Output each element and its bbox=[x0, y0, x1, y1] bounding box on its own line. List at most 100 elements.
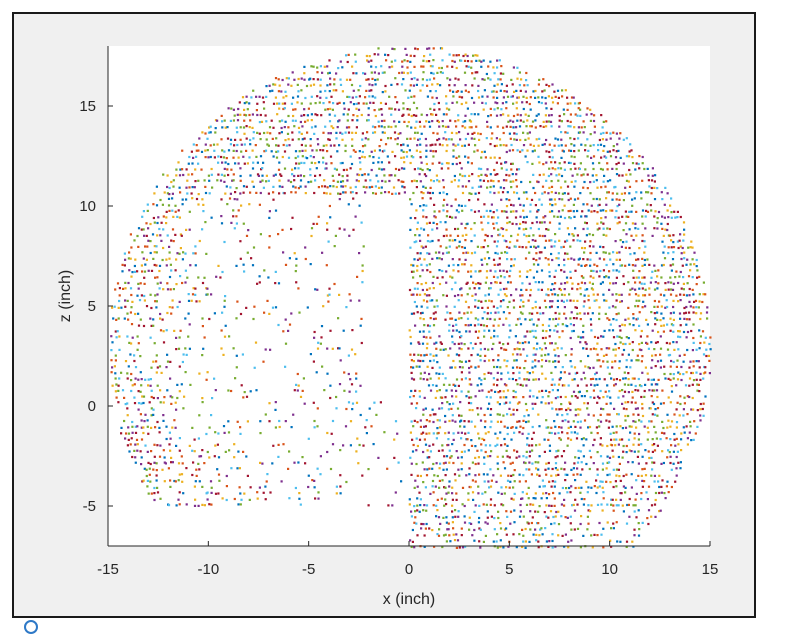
scatter-point bbox=[143, 276, 146, 279]
scatter-point bbox=[360, 317, 363, 320]
scatter-point bbox=[604, 251, 607, 254]
scatter-point bbox=[582, 347, 585, 350]
scatter-point bbox=[582, 227, 585, 231]
scatter-point bbox=[150, 492, 153, 495]
scatter-point bbox=[281, 119, 284, 122]
scatter-point bbox=[158, 431, 161, 434]
scatter-point bbox=[175, 283, 178, 286]
scatter-point bbox=[656, 318, 659, 321]
scatter-point bbox=[519, 299, 523, 302]
scatter-point bbox=[545, 540, 548, 543]
scatter-point bbox=[436, 119, 439, 122]
scatter-point bbox=[409, 161, 412, 165]
scatter-point bbox=[643, 240, 646, 243]
scatter-point bbox=[461, 503, 464, 506]
scatter-point bbox=[600, 156, 603, 159]
scatter-point bbox=[585, 347, 588, 350]
scatter-point bbox=[589, 192, 592, 195]
scatter-point bbox=[325, 264, 328, 267]
scatter-point bbox=[169, 377, 172, 380]
scatter-point bbox=[640, 395, 643, 399]
scatter-point bbox=[632, 239, 635, 242]
scatter-point bbox=[424, 245, 427, 248]
scatter-point bbox=[596, 293, 599, 296]
scatter-point bbox=[275, 150, 278, 153]
scatter-point bbox=[572, 203, 575, 206]
scatter-point bbox=[564, 317, 568, 320]
scatter-point bbox=[410, 126, 413, 129]
scatter-point bbox=[274, 173, 277, 176]
scatter-point bbox=[327, 300, 330, 303]
scatter-point bbox=[388, 174, 391, 177]
scatter-point bbox=[372, 131, 375, 134]
scatter-point bbox=[489, 444, 492, 447]
scatter-point bbox=[589, 258, 592, 261]
scatter-point bbox=[278, 179, 281, 182]
scatter-point bbox=[540, 221, 543, 224]
scatter-point bbox=[203, 276, 206, 279]
scatter-point bbox=[615, 132, 618, 135]
scatter-point bbox=[454, 227, 457, 231]
scatter-point bbox=[403, 167, 406, 170]
scatter-point bbox=[150, 269, 154, 272]
scatter-point bbox=[149, 336, 152, 339]
scatter-point bbox=[171, 299, 174, 302]
scatter-point bbox=[598, 317, 601, 321]
scatter-point bbox=[436, 390, 439, 393]
scatter-point bbox=[438, 419, 441, 422]
scatter-point bbox=[502, 144, 505, 147]
scatter-point bbox=[669, 293, 673, 296]
scatter-point bbox=[142, 324, 146, 328]
scatter-point bbox=[278, 192, 281, 195]
scatter-point bbox=[527, 378, 531, 381]
scatter-point bbox=[432, 324, 436, 327]
scatter-point bbox=[408, 498, 411, 501]
scatter-point bbox=[418, 342, 421, 345]
scatter-point bbox=[452, 329, 455, 332]
scatter-point bbox=[291, 216, 294, 219]
scatter-point bbox=[501, 227, 505, 231]
scatter-point bbox=[295, 257, 298, 260]
scatter-point bbox=[451, 341, 454, 344]
scatter-point bbox=[609, 396, 612, 399]
scatter-point bbox=[502, 396, 505, 399]
scatter-point bbox=[632, 413, 635, 416]
scatter-point bbox=[281, 228, 284, 231]
scatter-point bbox=[208, 456, 211, 459]
scatter-point bbox=[508, 174, 511, 177]
scatter-point bbox=[622, 199, 625, 202]
scatter-point bbox=[448, 449, 451, 452]
scatter-point bbox=[562, 450, 566, 453]
scatter-point bbox=[463, 504, 466, 508]
scatter-point bbox=[466, 107, 469, 110]
scatter-point bbox=[579, 108, 582, 111]
scatter-point bbox=[262, 491, 265, 494]
scatter-point bbox=[611, 360, 614, 363]
scatter-point bbox=[555, 474, 558, 477]
scatter-point bbox=[205, 287, 208, 290]
scatter-point bbox=[446, 203, 449, 206]
scatter-point bbox=[484, 299, 487, 303]
scatter-point bbox=[550, 114, 553, 117]
scatter-point bbox=[511, 162, 514, 165]
scatter-point bbox=[632, 317, 635, 320]
scatter-point bbox=[516, 149, 519, 152]
scatter-point bbox=[495, 161, 498, 164]
scatter-point bbox=[588, 425, 592, 429]
scatter-point bbox=[170, 269, 173, 272]
scatter-point bbox=[436, 227, 439, 230]
scatter-point bbox=[682, 288, 685, 291]
scatter-point bbox=[201, 401, 204, 404]
scatter-point bbox=[223, 167, 226, 170]
scatter-point bbox=[493, 240, 496, 243]
scatter-point bbox=[637, 294, 640, 297]
scatter-point bbox=[487, 348, 490, 351]
scatter-point bbox=[520, 288, 523, 291]
scatter-point bbox=[565, 276, 569, 279]
scatter-point bbox=[515, 546, 518, 549]
scatter-point bbox=[528, 540, 531, 543]
scatter-point bbox=[608, 420, 611, 423]
scatter-point bbox=[177, 347, 181, 350]
scatter-point bbox=[425, 504, 429, 507]
scatter-point bbox=[422, 509, 425, 512]
